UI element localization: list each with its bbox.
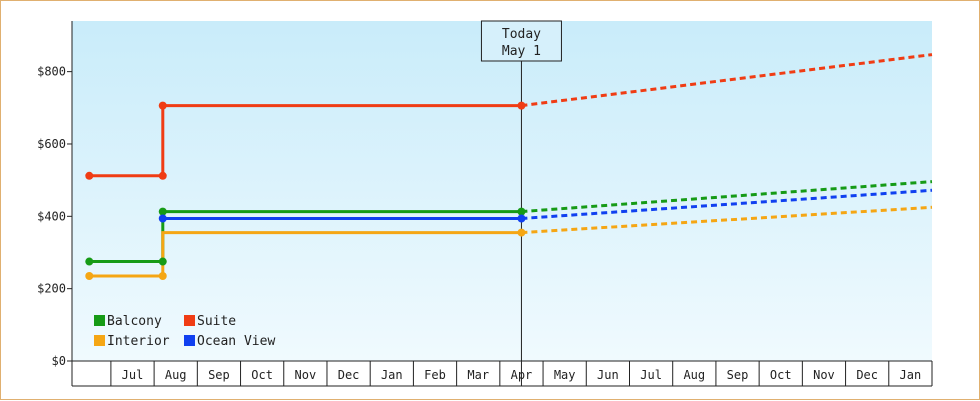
series-ocean-view-forecast — [521, 188, 933, 220]
x-tick-label: Jul — [122, 368, 144, 382]
x-tick-label: Nov — [295, 368, 317, 382]
series-suite-historical — [89, 104, 522, 178]
y-tick-label: $400 — [37, 209, 66, 223]
y-tick-label: $600 — [37, 137, 66, 151]
legend-label-balcony: Balcony — [107, 314, 162, 329]
x-tick-label: Aug — [683, 368, 705, 382]
x-tick-label: Oct — [251, 368, 273, 382]
point-suite — [85, 171, 94, 180]
legend-swatch-ocean-view — [184, 335, 195, 346]
legend-label-ocean-view: Ocean View — [197, 334, 275, 349]
x-tick-label: Mar — [467, 368, 489, 382]
today-box — [480, 20, 562, 62]
y-tick-label: $0 — [52, 354, 66, 368]
series-suite-forecast — [521, 53, 933, 108]
plot-background — [72, 21, 932, 361]
point-ocean-view — [517, 214, 526, 223]
today-date: May 1 — [502, 44, 541, 59]
series-balcony-forecast — [521, 180, 933, 214]
point-suite — [158, 171, 167, 180]
x-tick-label: Jan — [900, 368, 922, 382]
point-balcony — [517, 207, 526, 216]
y-tick-label: $800 — [37, 65, 66, 79]
x-tick-label: Jul — [640, 368, 662, 382]
y-tick-label: $200 — [37, 282, 66, 296]
x-tick-label: Dec — [338, 368, 360, 382]
x-tick-label: Feb — [424, 368, 446, 382]
point-ocean-view — [158, 214, 167, 223]
x-tick-label: Sep — [208, 368, 230, 382]
point-balcony — [85, 257, 94, 266]
series-interior-forecast — [521, 205, 933, 235]
legend-swatch-balcony — [94, 315, 105, 326]
point-suite — [158, 101, 167, 110]
legend-label-interior: Interior — [107, 334, 170, 349]
point-balcony — [158, 207, 167, 216]
legend-swatch-suite — [184, 315, 195, 326]
x-tick-label: Oct — [770, 368, 792, 382]
series-interior-historical — [89, 231, 522, 278]
point-interior — [85, 272, 94, 280]
x-tick-label: Aug — [165, 368, 187, 382]
x-tick-label: Dec — [856, 368, 878, 382]
x-tick-label: Sep — [727, 368, 749, 382]
point-interior — [517, 228, 526, 237]
point-suite — [517, 101, 526, 110]
legend-swatch-interior — [94, 335, 105, 346]
legend-label-suite: Suite — [197, 314, 236, 329]
x-tick-label: May — [554, 368, 576, 382]
point-interior — [158, 272, 167, 280]
x-tick-label: Jun — [597, 368, 619, 382]
x-tick-label: Jan — [381, 368, 403, 382]
x-tick-label: Nov — [813, 368, 835, 382]
today-label: Today — [502, 27, 541, 42]
point-balcony — [158, 257, 167, 266]
